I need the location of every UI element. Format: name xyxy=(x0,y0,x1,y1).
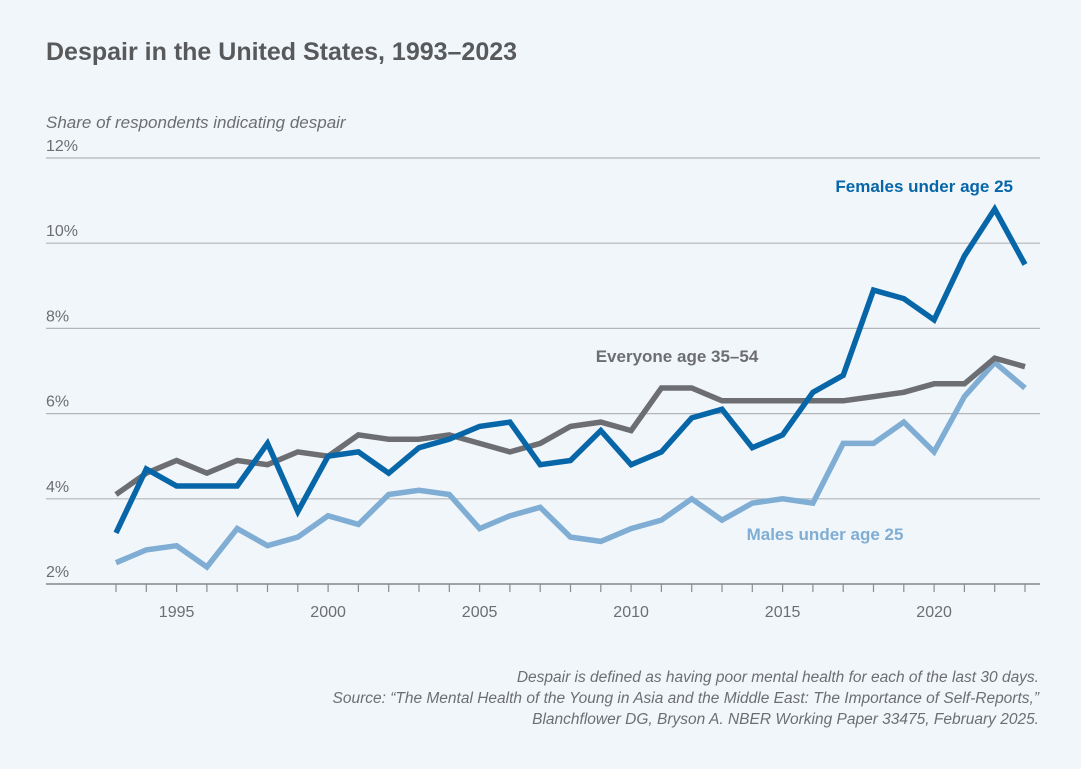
y-tick-label: 10% xyxy=(46,223,78,240)
y-axis-label: Share of respondents indicating despair xyxy=(46,113,346,132)
x-tick-label: 2015 xyxy=(765,604,801,621)
chart-notes: Despair is defined as having poor mental… xyxy=(333,667,1040,730)
y-tick-labels: 2% 4% 6% 8% 10% 12% xyxy=(46,138,78,581)
x-tick-label: 2010 xyxy=(613,604,649,621)
x-tick-label: 2005 xyxy=(462,604,498,621)
label-males: Males under age 25 xyxy=(747,525,904,544)
chart-title: Despair in the United States, 1993–2023 xyxy=(46,38,518,66)
y-tick-label: 12% xyxy=(46,138,78,155)
y-tick-label: 4% xyxy=(46,479,69,496)
y-tick-label: 8% xyxy=(46,308,69,325)
label-females: Females under age 25 xyxy=(835,177,1013,196)
definition-note: Despair is defined as having poor mental… xyxy=(516,669,1039,686)
source-note: Source: “The Mental Health of the Young … xyxy=(332,690,1040,707)
series-line-0 xyxy=(113,203,1028,535)
x-axis: 1995 2000 2005 2010 2015 2020 xyxy=(46,583,1040,621)
series-line-1 xyxy=(114,355,1026,497)
series-lines xyxy=(113,203,1028,571)
series-labels: Females under age 25 Everyone age 35–54 Ma… xyxy=(596,177,1013,544)
x-tick-label: 2000 xyxy=(310,604,346,621)
series-line-2 xyxy=(114,358,1027,571)
source-note-continued: Blanchflower DG, Bryson A. NBER Working … xyxy=(532,711,1039,728)
y-tick-label: 6% xyxy=(46,394,69,411)
x-tick-label: 1995 xyxy=(159,604,195,621)
gridlines xyxy=(46,157,1040,585)
y-tick-label: 2% xyxy=(46,564,69,581)
x-tick-label: 2020 xyxy=(916,604,952,621)
label-everyone: Everyone age 35–54 xyxy=(596,347,759,366)
